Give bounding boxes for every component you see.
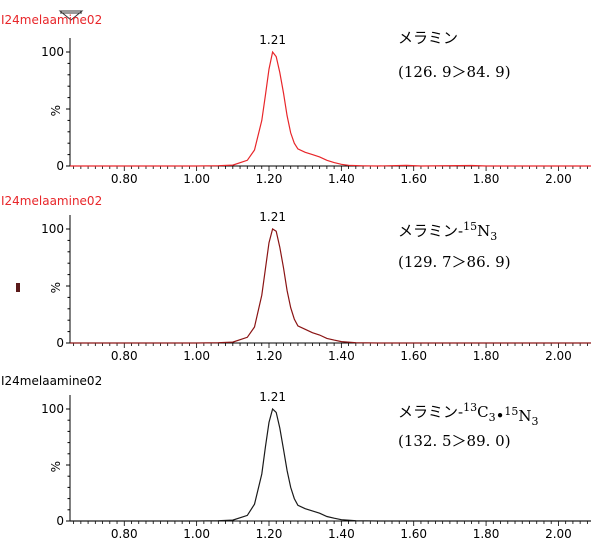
x-tick-label: 0.80 (111, 172, 138, 186)
chromatogram-trace (70, 407, 591, 522)
x-tick-label: 1.80 (473, 172, 500, 186)
x-tick-label: 1.20 (256, 527, 283, 541)
y-axis-label: % (49, 461, 63, 472)
chromatogram-trace (70, 50, 591, 167)
y-tick-label: 100 (41, 402, 64, 416)
x-tick-label: 1.00 (183, 172, 210, 186)
chromatogram-panel-1: I24melaamine02 0 100% 0.80 1.00 1.20 1.40 1.60 1… (1, 13, 591, 186)
x-tick-label: 2.00 (545, 172, 572, 186)
x-tick-label: 2.00 (545, 349, 572, 363)
x-tick-label: 2.00 (545, 527, 572, 541)
x-tick-label: 1.40 (328, 527, 355, 541)
y-tick-label: 100 (41, 222, 64, 236)
chromatogram-panel-3: I24melaamine02 0 100% 0.80 1.00 1.20 1.40 1.60 1… (1, 374, 591, 541)
x-tick-label: 1.60 (400, 172, 427, 186)
file-label: I24melaamine02 (1, 13, 102, 27)
chromatogram-trace (70, 228, 591, 344)
x-tick-label: 1.20 (256, 172, 283, 186)
x-tick-label: 1.40 (328, 172, 355, 186)
x-tick-label: 1.80 (473, 349, 500, 363)
x-tick-label: 1.60 (400, 349, 427, 363)
y-axis-label: % (49, 105, 63, 116)
y-axis-label: % (49, 282, 63, 293)
compound-name: メラミン (398, 29, 458, 47)
y-tick-label: 0 (56, 159, 64, 173)
x-tick-label: 1.40 (328, 349, 355, 363)
y-tick-label: 0 (56, 336, 64, 350)
transition-label: (126. 9＞84. 9) (398, 63, 511, 81)
peak-label: 1.21 (259, 390, 286, 404)
peak-label: 1.21 (259, 210, 286, 224)
y-tick-label: 100 (41, 45, 64, 59)
x-tick-label: 0.80 (111, 349, 138, 363)
transition-label: (132. 5＞89. 0) (398, 432, 511, 450)
x-tick-label: 1.60 (400, 527, 427, 541)
peak-label: 1.21 (259, 33, 286, 47)
x-tick-label: 0.80 (111, 527, 138, 541)
x-tick-label: 1.80 (473, 527, 500, 541)
transition-label: (129. 7＞86. 9) (398, 253, 511, 271)
x-tick-label: 1.20 (256, 349, 283, 363)
side-mark (16, 283, 20, 292)
file-label: I24melaamine02 (1, 194, 102, 208)
compound-name: メラミン-13C3•15N3 (398, 401, 539, 428)
x-tick-label: 1.00 (183, 527, 210, 541)
x-tick-label: 1.00 (183, 349, 210, 363)
file-label: I24melaamine02 (1, 374, 102, 388)
triangle-marker-icon (58, 10, 84, 21)
chromatogram-panel-2: I24melaamine02 0 100% 0.80 1.00 1.20 1.40 1.60 1… (1, 194, 591, 363)
compound-name: メラミン-15N3 (398, 220, 497, 243)
y-tick-label: 0 (56, 514, 64, 528)
